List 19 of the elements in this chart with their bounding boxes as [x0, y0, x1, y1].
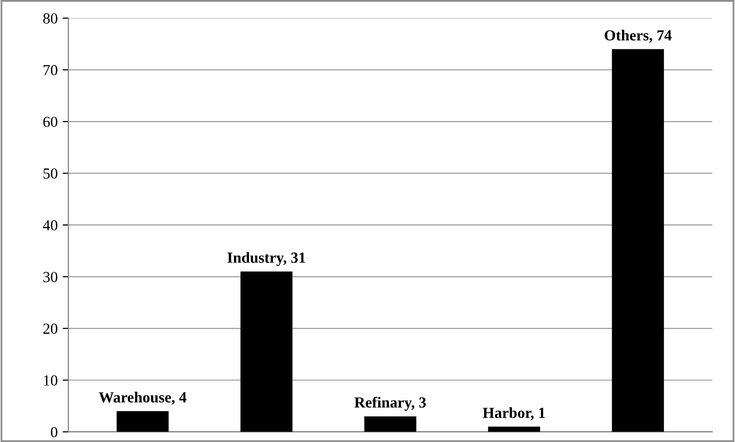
bar: [240, 272, 292, 432]
y-tick-label: 20: [43, 324, 58, 334]
y-tick-label: 0: [50, 426, 58, 438]
y-tick-label: 60: [43, 116, 58, 127]
y-tick-label: 70: [44, 64, 58, 76]
bar: [364, 416, 416, 432]
bar: [116, 411, 169, 432]
data-label: Harbor, 1: [482, 407, 545, 420]
data-label: Others, 74: [604, 30, 672, 43]
data-label: Refinary, 3: [354, 396, 426, 411]
data-label: Warehouse, 4: [98, 392, 186, 405]
bar: [488, 426, 540, 432]
y-tick-label: 40: [42, 220, 58, 230]
bar: [612, 49, 664, 432]
y-tick-label: 30: [43, 272, 58, 282]
y-tick-label: 80: [43, 13, 58, 24]
data-label: Industry, 31: [228, 252, 306, 266]
y-tick-label: 50: [44, 168, 58, 179]
y-tick-label: 10: [44, 375, 58, 386]
